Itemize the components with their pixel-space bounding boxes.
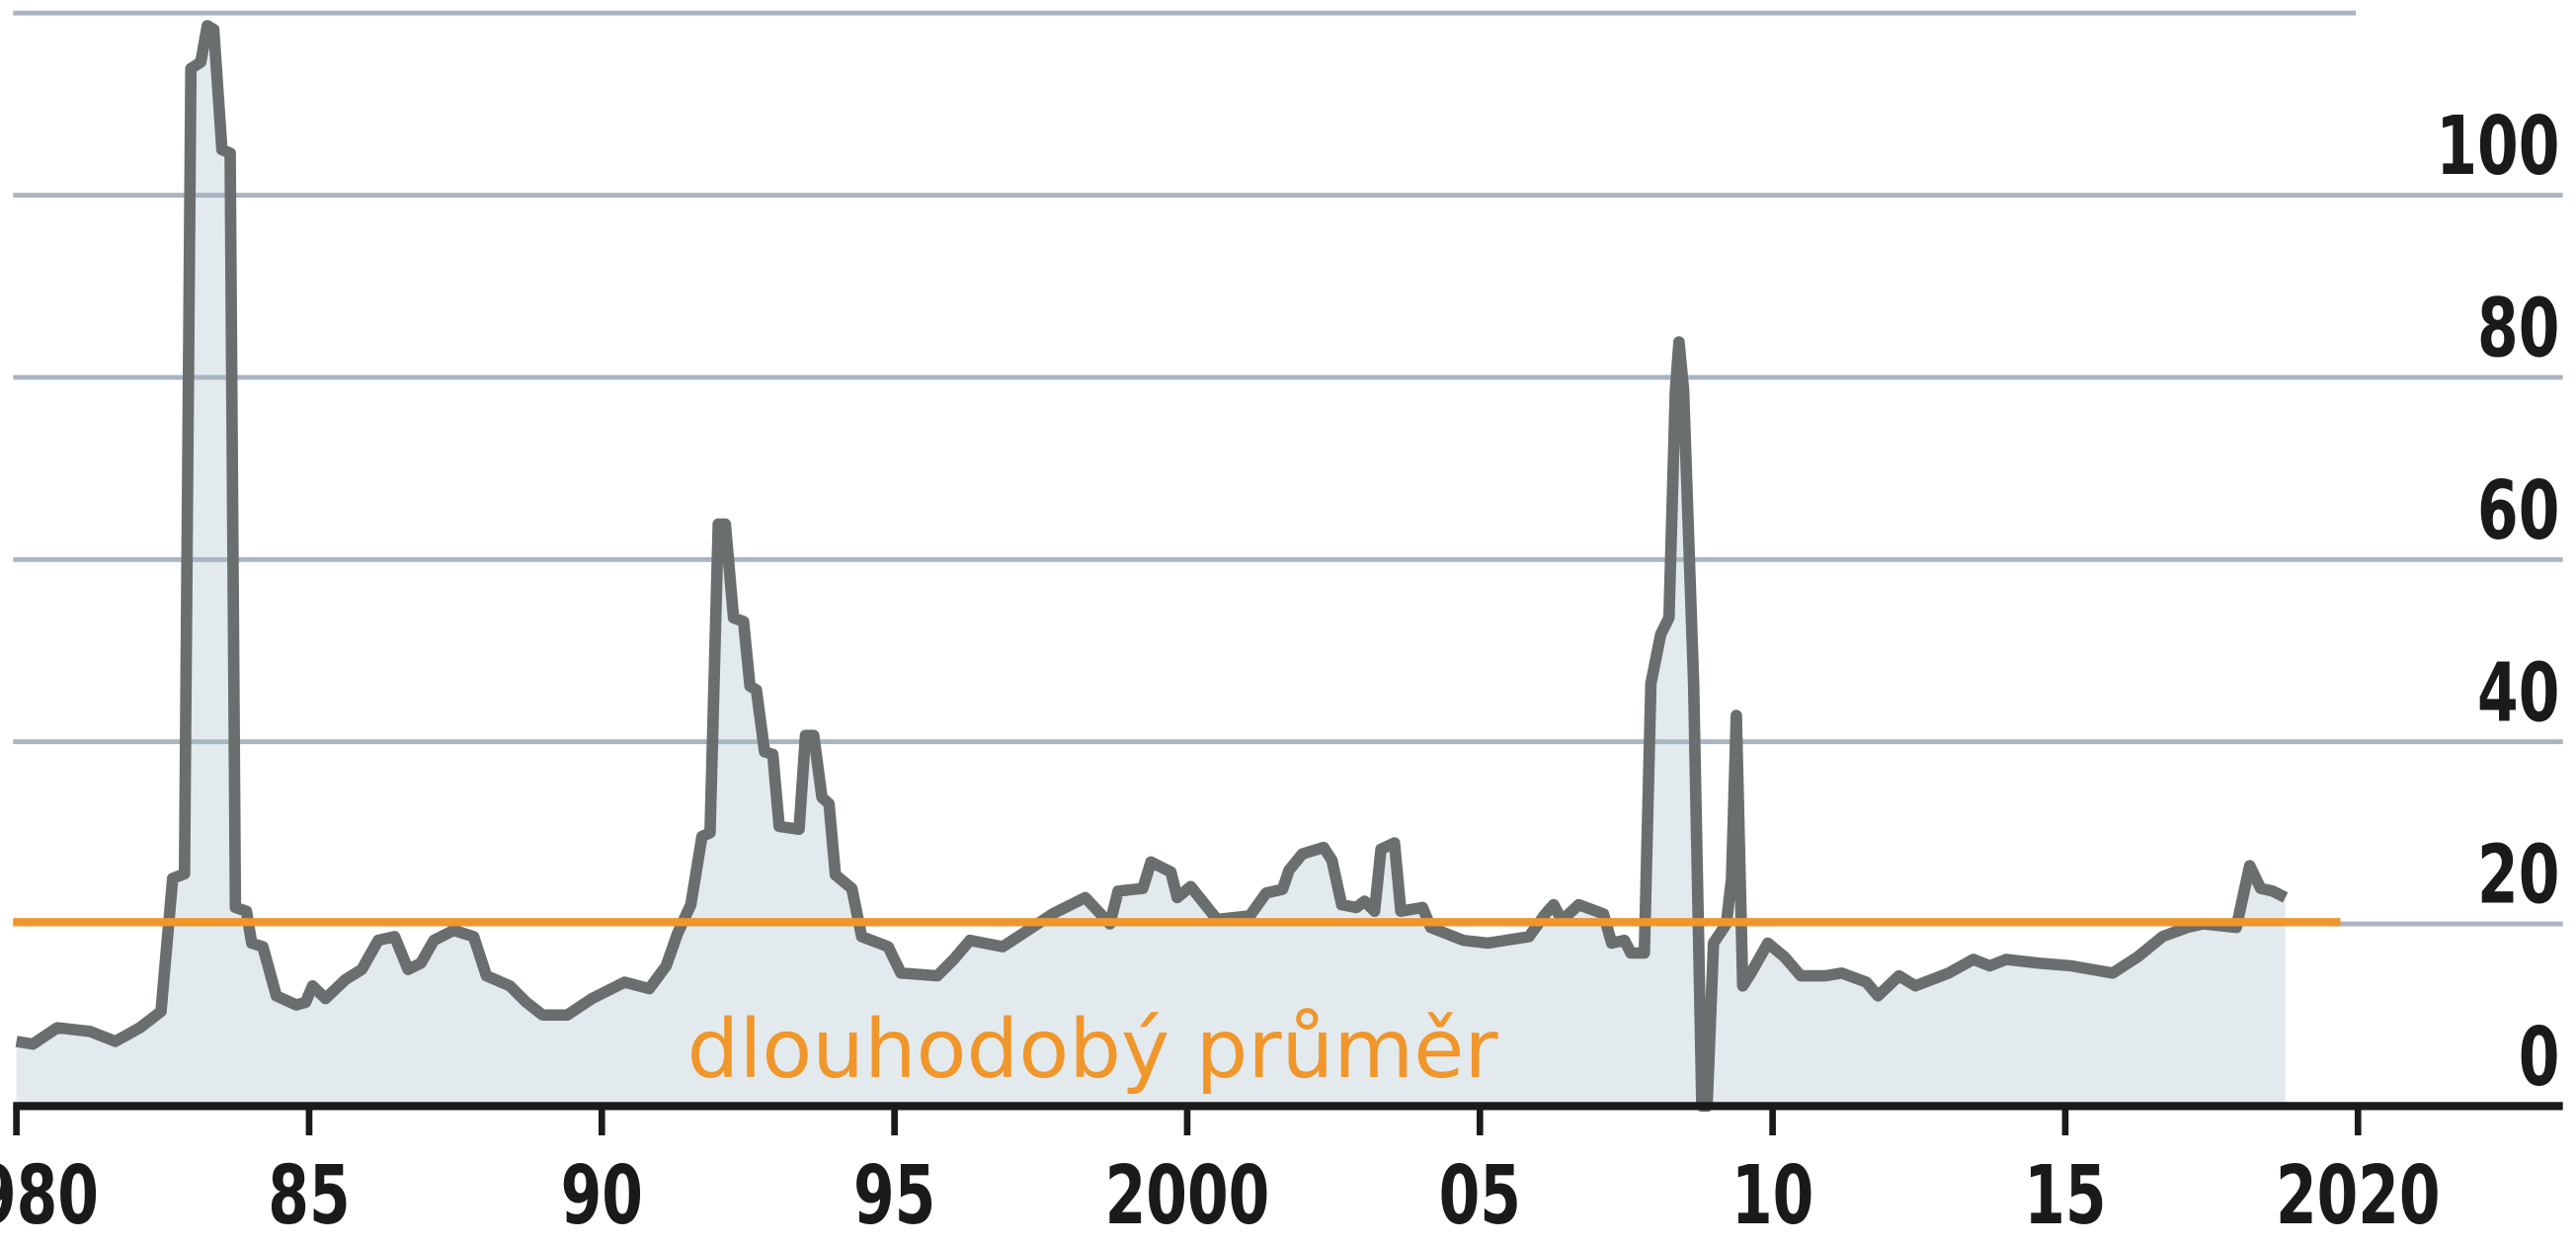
- y-tick-label-group: 0: [2519, 1009, 2560, 1104]
- x-tick-label-group: 95: [853, 1147, 935, 1242]
- area: [16, 26, 2286, 1107]
- line: [15, 20, 2289, 1113]
- x-tick-label: 90: [561, 1147, 643, 1242]
- y-tick-label: 80: [2477, 281, 2559, 375]
- y-tick-label: 40: [2477, 645, 2559, 740]
- x-tick-label-group: 2020: [2276, 1147, 2441, 1242]
- x-tick-label: 1980: [0, 1147, 99, 1242]
- x-tick-label-group: 05: [1439, 1147, 1521, 1242]
- x-tick-label: 2000: [1105, 1147, 1270, 1242]
- y-tick-label-group: 20: [2477, 827, 2559, 922]
- x-tick-label-group: 2000: [1105, 1147, 1270, 1242]
- y-tick-label-group: 40: [2477, 645, 2559, 740]
- average-label: dlouhodobý průměr: [687, 1001, 1499, 1096]
- y-tick-label: 20: [2477, 827, 2559, 922]
- x-tick-label: 05: [1439, 1147, 1521, 1242]
- x-tick-label-group: 10: [1731, 1147, 1813, 1242]
- x-tick-label: 10: [1731, 1147, 1813, 1242]
- x-tick-label-group: 15: [2024, 1147, 2106, 1242]
- y-tick-label-group: 60: [2477, 462, 2559, 557]
- x-tick-label-group: 85: [268, 1147, 350, 1242]
- x-tick-label: 85: [268, 1147, 350, 1242]
- y-tick-label: 60: [2477, 462, 2559, 557]
- x-tick-label-group: 90: [561, 1147, 643, 1242]
- y-tick-label: 0: [2519, 1009, 2560, 1104]
- y-tick-label-group: 100: [2436, 99, 2559, 194]
- x-tick-label: 15: [2024, 1147, 2106, 1242]
- y-tick-label-group: 80: [2477, 281, 2559, 375]
- x-tick-label: 95: [853, 1147, 935, 1242]
- x-tick-label: 2020: [2276, 1147, 2441, 1242]
- x-tick-label-group: 1980: [0, 1147, 99, 1242]
- y-tick-label: 100: [2436, 99, 2559, 194]
